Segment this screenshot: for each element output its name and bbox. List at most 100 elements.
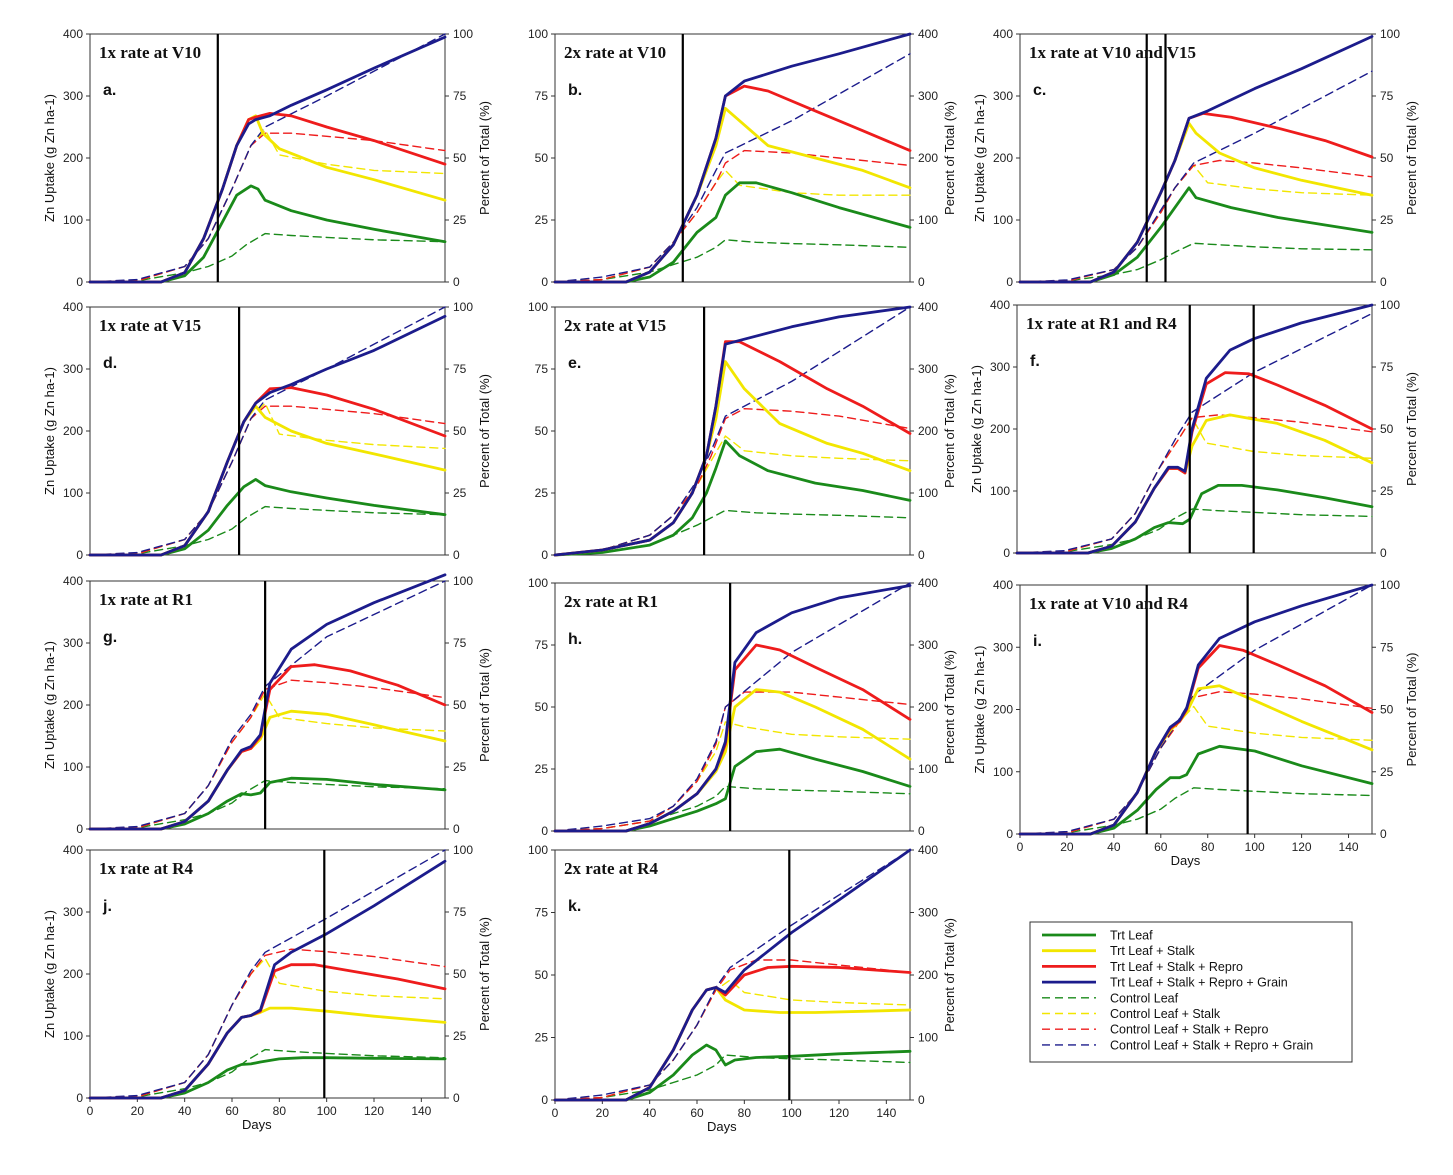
left-y-axis-label: Zn Uptake (g Zn ha-1) [972,646,987,774]
left-tick-label: 200 [990,422,1010,436]
x-axis-label: Days [707,1119,737,1134]
series-line-control-leaf-plus-stalk-plus-repro-plus-grain [89,33,446,283]
series-line-trt-leaf-plus-stalk [88,404,447,557]
left-tick-label: 100 [63,760,83,774]
series-line-trt-leaf-plus-stalk-plus-repro [553,964,912,1102]
panel-letter: h. [568,631,582,648]
series-line-trt-leaf-plus-stalk [553,986,912,1102]
series-line-control-leaf-plus-stalk-plus-repro [1019,691,1373,835]
left-tick-label: 75 [535,89,549,103]
left-tick-label: 100 [993,765,1013,779]
panel-letter: d. [103,355,117,372]
right-tick-label: 100 [1380,578,1400,592]
series-line-trt-leaf-plus-stalk [88,709,447,831]
left-tick-label: 200 [63,424,83,438]
right-tick-label: 300 [918,89,938,103]
left-tick-label: 400 [993,578,1013,592]
left-tick-label: 100 [528,27,548,41]
left-tick-label: 100 [528,576,548,590]
left-y-axis-label: Zn Uptake (g Zn ha-1) [42,94,57,222]
series-line-trt-leaf-plus-stalk-plus-repro [88,386,447,557]
series-line-control-leaf-plus-stalk-plus-repro [554,959,911,1101]
x-tick-label: 100 [317,1104,337,1118]
series-line-trt-leaf-plus-stalk [553,688,912,833]
x-axis-label: Days [242,1117,272,1132]
right-tick-label: 400 [918,27,938,41]
chart-panel-c: 0 100 200 300 400 0 25 50 75 100 Zn Uptake (g Zn h… [972,27,1419,289]
x-tick-label: 140 [1339,840,1359,854]
right-y-axis-label: Percent of Total (%) [477,101,492,215]
left-tick-label: 200 [993,703,1013,717]
panel-letter: i. [1033,633,1042,650]
chart-panel-d: 0 100 200 300 400 0 25 50 75 100 Zn Uptake (g Zn h… [42,300,492,562]
chart-panel-h: 0 25 50 75 100 0 100 200 300 400 Percent of Total … [528,576,957,838]
left-tick-label: 0 [541,548,548,562]
right-y-axis-label: Percent of Total (%) [477,374,492,488]
left-tick-label: 400 [63,300,83,314]
panel-letter: k. [568,898,581,915]
series-line-control-leaf [89,779,446,830]
left-tick-label: 100 [63,213,83,227]
right-tick-label: 25 [1380,213,1394,227]
panel-title: 2x rate at V15 [564,316,666,335]
left-tick-label: 0 [76,548,83,562]
left-tick-label: 100 [990,484,1010,498]
series-line-trt-leaf-plus-stalk-plus-repro-plus-grain [553,305,912,557]
left-tick-label: 0 [76,1091,83,1105]
right-tick-label: 100 [453,300,473,314]
right-tick-label: 25 [453,760,467,774]
left-tick-label: 0 [1006,275,1013,289]
plot-frame [554,582,911,832]
right-y-axis-label: Percent of Total (%) [942,918,957,1032]
series-line-control-leaf-plus-stalk-plus-repro [89,132,446,283]
left-y-axis-label: Zn Uptake (g Zn ha-1) [42,641,57,769]
right-tick-label: 25 [1380,484,1394,498]
right-tick-label: 300 [918,906,938,920]
plot-frame [554,306,911,556]
plot-frame [1016,304,1373,554]
right-y-axis-label: Percent of Total (%) [942,374,957,488]
left-tick-label: 0 [541,275,548,289]
right-tick-label: 50 [1380,151,1394,165]
right-tick-label: 0 [1380,827,1387,841]
chart-panel-j: 0 100 200 300 400 0 25 50 75 100 0 20 40 60 80 100 120 14… [42,843,492,1132]
right-tick-label: 100 [1380,298,1400,312]
series-line-control-leaf-plus-stalk-plus-repro-plus-grain [1016,312,1373,554]
panel-title: 2x rate at R1 [564,592,658,611]
x-tick-label: 40 [1107,840,1121,854]
left-tick-label: 200 [63,698,83,712]
series-line-trt-leaf-plus-stalk-plus-repro-plus-grain [88,314,447,557]
series-line-trt-leaf-plus-stalk [1018,121,1374,284]
left-tick-label: 300 [993,89,1013,103]
x-tick-label: 20 [131,1104,145,1118]
series-line-control-leaf-plus-stalk [554,435,911,556]
series-line-control-leaf-plus-stalk-plus-repro-plus-grain [1019,70,1373,283]
right-tick-label: 75 [453,362,467,376]
x-tick-label: 40 [178,1104,192,1118]
left-tick-label: 100 [63,1029,83,1043]
left-tick-label: 0 [76,822,83,836]
legend-label-control-leaf: Control Leaf [1110,991,1179,1005]
panel-title: 1x rate at V10 and R4 [1029,594,1188,613]
right-y-axis-label: Percent of Total (%) [1404,101,1419,215]
chart-panel-b: 0 25 50 75 100 0 100 200 300 400 Percent of Total … [528,27,957,289]
left-tick-label: 75 [535,362,549,376]
right-tick-label: 75 [453,905,467,919]
series-line-trt-leaf [553,439,912,557]
series-line-control-leaf [89,505,446,556]
left-tick-label: 300 [63,89,83,103]
panel-title: 2x rate at V10 [564,43,666,62]
series-line-control-leaf [89,1048,446,1099]
left-tick-label: 400 [993,27,1013,41]
series-line-trt-leaf-plus-stalk-plus-repro-plus-grain [1015,303,1374,555]
right-tick-label: 25 [453,486,467,500]
right-tick-label: 75 [453,636,467,650]
right-tick-label: 100 [918,762,938,776]
plot-frame [1019,33,1373,283]
series-line-control-leaf-plus-stalk [554,979,911,1101]
series-line-trt-leaf-plus-stalk [88,1006,447,1100]
left-tick-label: 0 [541,824,548,838]
left-tick-label: 50 [535,151,549,165]
right-tick-label: 75 [453,89,467,103]
